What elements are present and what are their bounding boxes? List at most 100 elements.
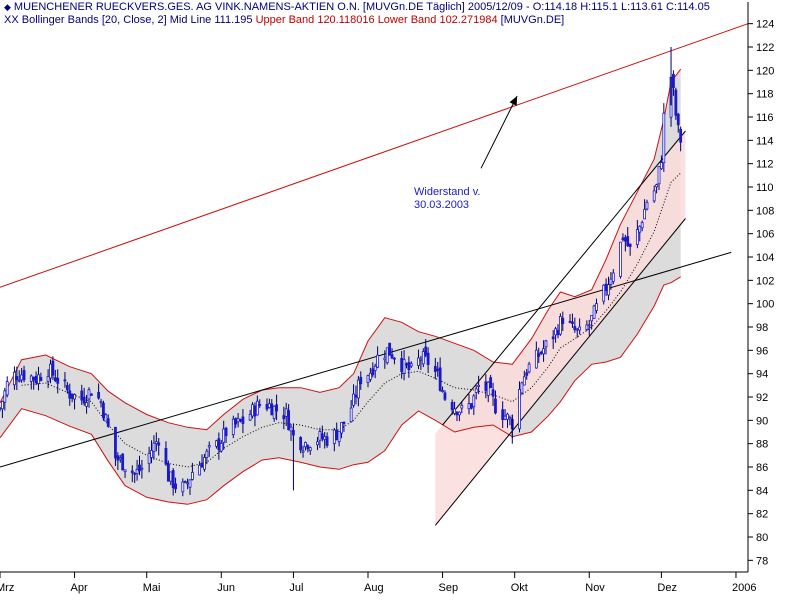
candle <box>371 362 375 378</box>
header-title-text: MUENCHENER RUECKVERS.GES. AG VINK.NAMENS… <box>13 1 710 13</box>
candle-body <box>486 381 490 396</box>
candle-body <box>70 393 74 399</box>
trendline-channel-upper <box>442 130 686 426</box>
candle <box>323 431 327 449</box>
candle <box>443 390 447 402</box>
candle <box>135 459 139 481</box>
candle-body <box>494 398 497 414</box>
candle <box>433 357 437 380</box>
candle-body <box>118 457 122 460</box>
candle <box>171 468 175 496</box>
candle <box>660 155 663 170</box>
candle-body <box>558 316 562 335</box>
y-tick-label: 84 <box>756 485 768 497</box>
candle-body <box>65 384 69 391</box>
candle <box>138 455 141 476</box>
candle <box>626 226 630 247</box>
candle <box>645 199 649 211</box>
candle <box>15 366 19 391</box>
candle <box>157 438 161 456</box>
candle <box>527 361 531 374</box>
trendline-channel-lower <box>434 218 686 526</box>
candle-body <box>164 447 168 465</box>
candle-body <box>203 457 206 470</box>
candle <box>332 427 336 452</box>
candle <box>503 409 507 421</box>
candle-body <box>573 326 577 331</box>
candle <box>506 412 509 428</box>
candle <box>534 341 538 369</box>
candle <box>73 393 76 410</box>
candle-body <box>255 400 259 416</box>
candle-body <box>231 418 235 436</box>
candle-body <box>174 483 177 490</box>
candle-body <box>215 440 218 447</box>
candle <box>20 367 24 383</box>
candle <box>438 357 442 392</box>
candle <box>340 422 343 439</box>
y-tick-label: 82 <box>756 509 768 521</box>
candle <box>22 365 26 383</box>
candle <box>236 412 240 428</box>
candle-body <box>188 479 192 488</box>
candle-body <box>340 422 343 434</box>
candle <box>417 349 420 370</box>
candle-body <box>87 389 91 400</box>
candle <box>335 422 339 441</box>
candle <box>587 319 591 336</box>
y-tick-label: 106 <box>756 229 774 241</box>
candle <box>239 418 242 423</box>
candle-body <box>63 379 67 382</box>
candle-body <box>453 408 456 414</box>
candle <box>643 199 646 220</box>
candle-body <box>222 428 226 443</box>
x-tick-label: Aug <box>364 582 384 594</box>
candle-body <box>85 402 88 407</box>
candle-body <box>34 375 38 384</box>
candle <box>359 371 363 390</box>
candle-body <box>267 403 271 408</box>
candle-body <box>518 389 521 430</box>
candle-body <box>306 445 310 450</box>
chart-symbol-icon: ◆ <box>4 3 11 13</box>
candle <box>114 426 117 466</box>
candle-body <box>619 241 622 277</box>
candle <box>287 404 291 431</box>
candle-body <box>407 362 411 371</box>
candle <box>17 370 21 383</box>
candle-body <box>393 357 396 360</box>
candle-body <box>474 388 478 393</box>
candle-body <box>342 421 346 424</box>
candle-body <box>368 372 372 380</box>
candle-body <box>424 346 428 356</box>
y-tick-label: 122 <box>756 42 774 54</box>
candle <box>477 375 481 395</box>
candle-body <box>121 453 125 471</box>
candle-body <box>191 471 194 480</box>
candle <box>337 430 341 447</box>
candle <box>525 368 529 380</box>
candle <box>316 436 319 451</box>
candle-body <box>147 453 151 465</box>
candle <box>578 318 582 335</box>
candle-body <box>676 113 680 126</box>
candle-body <box>325 436 329 446</box>
candle-body <box>578 326 582 331</box>
candle-body <box>366 375 370 383</box>
candle-body <box>102 402 105 419</box>
candle <box>356 376 360 407</box>
candle-body <box>484 381 488 392</box>
candle-body <box>171 470 175 489</box>
candle-body <box>590 315 594 322</box>
candle-body <box>89 393 93 396</box>
candle-body <box>539 351 543 354</box>
candle-body <box>239 419 242 422</box>
candle <box>106 414 110 428</box>
bollinger-upper-line <box>0 68 682 431</box>
candle <box>604 278 608 296</box>
candle-body <box>376 354 380 368</box>
candle <box>623 234 627 252</box>
candle <box>174 477 177 493</box>
candle-body <box>301 450 305 453</box>
candle-body <box>304 442 307 448</box>
